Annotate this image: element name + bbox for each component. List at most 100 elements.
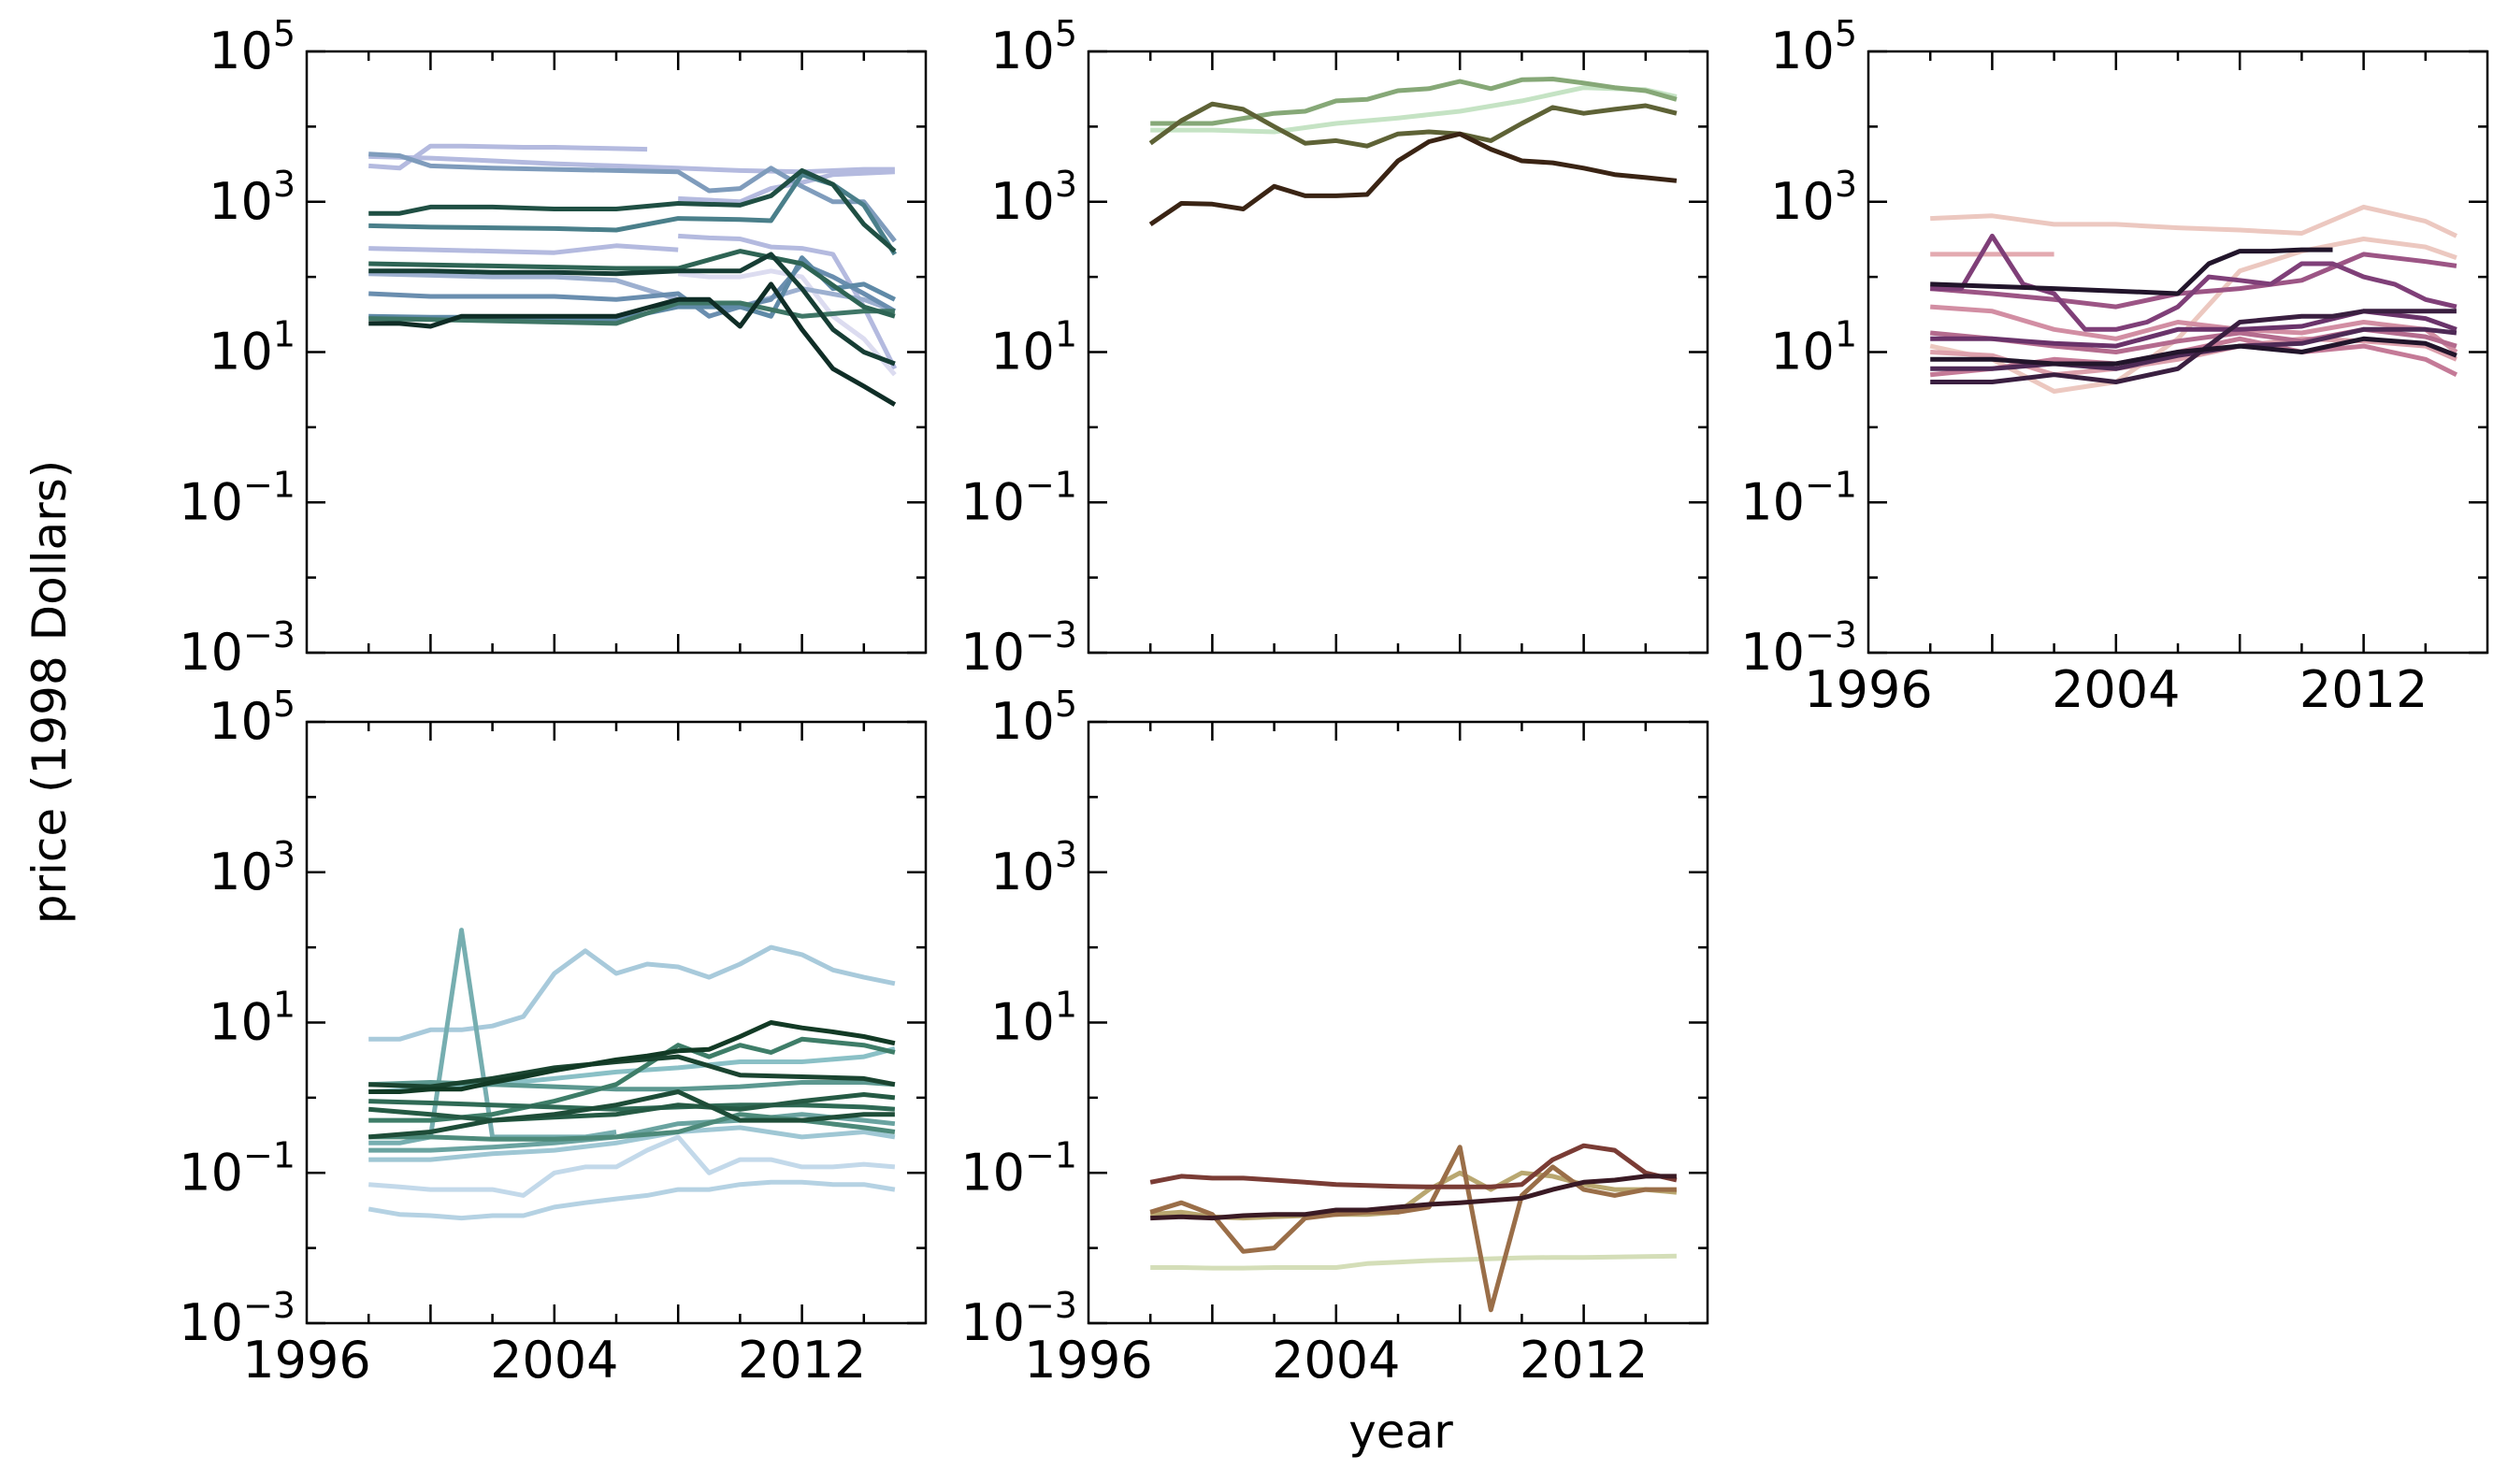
series-line-16: [368, 281, 897, 407]
y-tick-label-base: 10: [209, 993, 273, 1052]
x-tick-label: 1996: [1804, 660, 1932, 719]
y-tick-label: 10−1: [960, 1134, 1077, 1202]
y-tick-label-exponent: 3: [273, 834, 295, 875]
y-tick-label-exponent: −3: [1025, 1285, 1077, 1326]
y-tick-label: 103: [990, 164, 1077, 231]
series-line-3: [368, 1179, 896, 1221]
series-group: [1929, 204, 2458, 394]
y-tick-label: 103: [1770, 164, 1857, 231]
series-line-2: [1150, 77, 1678, 126]
x-axis-label: year: [1348, 1405, 1453, 1459]
y-tick-label-exponent: −1: [243, 1134, 295, 1175]
x-tick-label: 2012: [738, 1331, 866, 1390]
series-group: [368, 143, 898, 407]
series-line-3: [1149, 1145, 1677, 1313]
y-tick-label: 10−3: [179, 614, 295, 682]
x-tick-label: 2004: [490, 1331, 618, 1390]
y-tick-label: 101: [990, 985, 1077, 1052]
series-group: [1148, 77, 1678, 226]
y-tick-label-exponent: 1: [1835, 314, 1857, 355]
y-tick-label: 105: [990, 13, 1077, 80]
y-tick-label-base: 10: [209, 323, 273, 382]
y-tick-label: 101: [209, 314, 295, 382]
series-line-4: [1149, 1143, 1678, 1189]
series-line-2: [368, 1134, 896, 1198]
series-line-14: [1930, 336, 2458, 367]
y-tick-label-base: 10: [209, 843, 273, 901]
series-group: [1149, 1143, 1678, 1313]
x-tick-label: 2004: [1272, 1331, 1400, 1390]
series-line-13: [368, 1089, 895, 1140]
y-tick-label-base: 10: [1740, 623, 1805, 682]
series-line-5: [368, 243, 679, 255]
y-tick-label-exponent: 5: [1055, 684, 1077, 725]
series-line-8: [368, 151, 897, 243]
y-tick-label: 10−1: [960, 464, 1077, 531]
y-tick-label-base: 10: [990, 993, 1055, 1052]
series-line-13: [368, 249, 896, 319]
y-tick-label: 10−1: [1740, 464, 1857, 531]
y-tick-label: 101: [990, 314, 1077, 382]
series-line-8: [1929, 252, 2458, 310]
y-tick-label: 105: [209, 684, 295, 751]
y-tick-label: 10−3: [960, 1285, 1077, 1352]
y-tick-label: 103: [990, 834, 1077, 901]
y-tick-label-exponent: 3: [273, 164, 295, 205]
y-tick-label-exponent: −1: [1025, 1134, 1077, 1175]
y-tick-label-base: 10: [209, 172, 273, 231]
y-tick-label: 101: [209, 985, 295, 1052]
y-tick-label-exponent: 1: [273, 985, 295, 1026]
series-line-12: [368, 1092, 896, 1123]
series-line-5: [1150, 1174, 1677, 1221]
y-tick-label-base: 10: [179, 472, 243, 531]
y-tick-label-exponent: 1: [1055, 985, 1077, 1026]
panels: 10510310110−110−310510310110−110−3105103…: [179, 13, 2489, 1390]
y-tick-label-exponent: −3: [243, 1285, 295, 1326]
y-tick-label: 103: [209, 834, 295, 901]
series-line-7: [368, 271, 896, 314]
series-line-15: [368, 252, 896, 367]
y-tick-label-exponent: −1: [1025, 464, 1077, 505]
y-tick-label-base: 10: [990, 843, 1055, 901]
y-tick-label-base: 10: [1740, 472, 1805, 531]
series-line-12: [1930, 309, 2457, 384]
y-tick-label-base: 10: [990, 692, 1055, 751]
y-tick-label-exponent: −1: [1805, 464, 1857, 505]
y-tick-label-exponent: 1: [273, 314, 295, 355]
y-tick-label: 10−1: [179, 1134, 295, 1202]
y-tick-label-base: 10: [960, 623, 1025, 682]
y-tick-label-exponent: −3: [1025, 614, 1077, 656]
y-tick-label-base: 10: [960, 472, 1025, 531]
y-tick-label-exponent: 5: [273, 684, 295, 725]
series-line-13: [1930, 247, 2333, 296]
y-tick-label: 10−3: [960, 614, 1077, 682]
y-tick-label-base: 10: [1770, 172, 1835, 231]
y-tick-label-exponent: 5: [1055, 13, 1077, 54]
y-tick-label-exponent: 3: [1835, 164, 1857, 205]
y-tick-label-base: 10: [960, 1143, 1025, 1202]
series-group: [368, 928, 896, 1221]
x-tick-label: 2012: [2299, 660, 2428, 719]
y-tick-label: 10−3: [179, 1285, 295, 1352]
y-tick-label-base: 10: [209, 22, 273, 80]
series-line-14: [368, 167, 897, 253]
series-line-4: [368, 1125, 896, 1162]
series-line-9: [1930, 233, 2458, 332]
y-tick-label-exponent: 5: [1835, 13, 1857, 54]
y-tick-label: 103: [209, 164, 295, 231]
y-tick-label: 10−1: [179, 464, 295, 531]
y-tick-label: 105: [209, 13, 295, 80]
y-tick-label-exponent: 1: [1055, 314, 1077, 355]
series-line-4: [1148, 131, 1678, 226]
y-tick-label-base: 10: [990, 172, 1055, 231]
y-tick-label-exponent: −1: [243, 464, 295, 505]
y-axis-label: price (1998 Dollars): [22, 460, 77, 925]
series-line-1: [1150, 1253, 1677, 1271]
series-line-9: [368, 261, 897, 319]
